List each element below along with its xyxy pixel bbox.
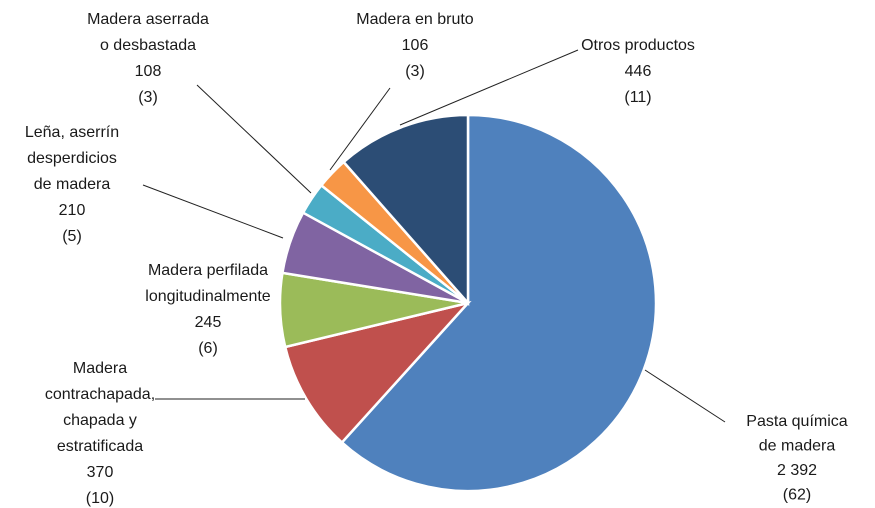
slice-label: chapada y [63,412,137,429]
leader-line [399,49,579,126]
value-label: 370 [87,464,114,481]
percent-label: (6) [198,340,218,357]
pie-slice [283,300,472,445]
slice-label: longitudinalmente [145,288,271,305]
pie-slice [341,113,470,307]
slice-label: o desbastada [100,37,196,54]
leader-line [142,184,284,239]
slice-label: contrachapada, [45,386,155,403]
leader-line [329,87,391,171]
percent-label: (10) [86,490,114,507]
leader-line [196,84,312,194]
slice-label: de madera [34,176,111,193]
slice-label: Madera [73,360,127,377]
slice-label: Otros productos [581,37,695,54]
percent-label: (5) [62,228,82,245]
leader-line [644,369,726,423]
value-label: 210 [59,202,86,219]
slice-label: estratificada [57,438,143,455]
percent-label: (62) [783,487,811,504]
value-label: 108 [135,63,162,80]
percent-label: (11) [624,89,651,106]
pie-slice [340,113,658,493]
slice-label: Madera en bruto [356,11,474,28]
slice-label: Pasta química [746,413,847,430]
slice-label: Madera aserrada [87,11,209,28]
value-label: 106 [402,37,429,54]
slice-label: Leña, aserrín [25,124,119,141]
value-label: 2 392 [777,462,817,479]
value-label: 446 [625,63,652,80]
value-label: 245 [195,314,222,331]
percent-label: (3) [138,89,158,106]
slice-label: Madera perfilada [148,262,268,279]
percent-label: (3) [405,63,425,80]
slice-label: desperdicios [27,150,117,167]
slice-label: de madera [759,438,836,455]
